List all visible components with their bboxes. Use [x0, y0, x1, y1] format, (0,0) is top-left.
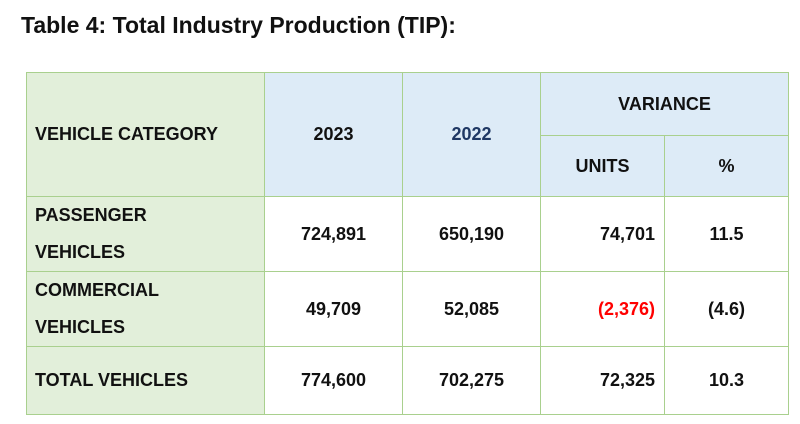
header-variance: VARIANCE — [540, 72, 789, 136]
header-year-2023: 2023 — [264, 72, 403, 197]
table-row-total: TOTAL VEHICLES 774,600 702,275 72,325 10… — [26, 346, 789, 415]
row-value-2022: 702,275 — [402, 346, 541, 415]
row-variance-percent: (4.6) — [664, 271, 789, 347]
row-variance-units: (2,376) — [540, 271, 665, 347]
row-variance-percent: 10.3 — [664, 346, 789, 415]
header-year-2022: 2022 — [402, 72, 541, 197]
header-row-bottom: UNITS % — [27, 135, 789, 197]
row-category: PASSENGER VEHICLES — [26, 196, 265, 272]
row-variance-percent: 11.5 — [664, 196, 789, 272]
row-value-2023: 774,600 — [264, 346, 403, 415]
row-category: COMMERCIAL VEHICLES — [26, 271, 265, 347]
row-value-2023: 724,891 — [264, 196, 403, 272]
row-value-2023: 49,709 — [264, 271, 403, 347]
tip-table: VEHICLE CATEGORY 2023 2022 VARIANCE UNIT… — [26, 72, 789, 415]
row-category-line1: PASSENGER — [35, 205, 147, 225]
row-variance-units: 72,325 — [540, 346, 665, 415]
table-title: Table 4: Total Industry Production (TIP)… — [21, 12, 456, 38]
row-value-2022: 52,085 — [402, 271, 541, 347]
row-category-line1: TOTAL VEHICLES — [35, 370, 189, 390]
row-category-line1: COMMERCIAL — [35, 280, 159, 300]
header-units: UNITS — [540, 135, 665, 197]
row-variance-units: 74,701 — [540, 196, 665, 272]
row-category-line2: VEHICLES — [35, 317, 126, 337]
header-percent: % — [664, 135, 789, 197]
row-category-line2: VEHICLES — [35, 242, 126, 262]
table-row: PASSENGER VEHICLES 724,891 650,190 74,70… — [26, 196, 789, 272]
header-vehicle-category: VEHICLE CATEGORY — [26, 72, 265, 197]
row-value-2022: 650,190 — [402, 196, 541, 272]
row-category: TOTAL VEHICLES — [26, 346, 265, 415]
table-row: COMMERCIAL VEHICLES 49,709 52,085 (2,376… — [26, 271, 789, 347]
header-row-top: VEHICLE CATEGORY 2023 2022 VARIANCE — [26, 72, 789, 197]
